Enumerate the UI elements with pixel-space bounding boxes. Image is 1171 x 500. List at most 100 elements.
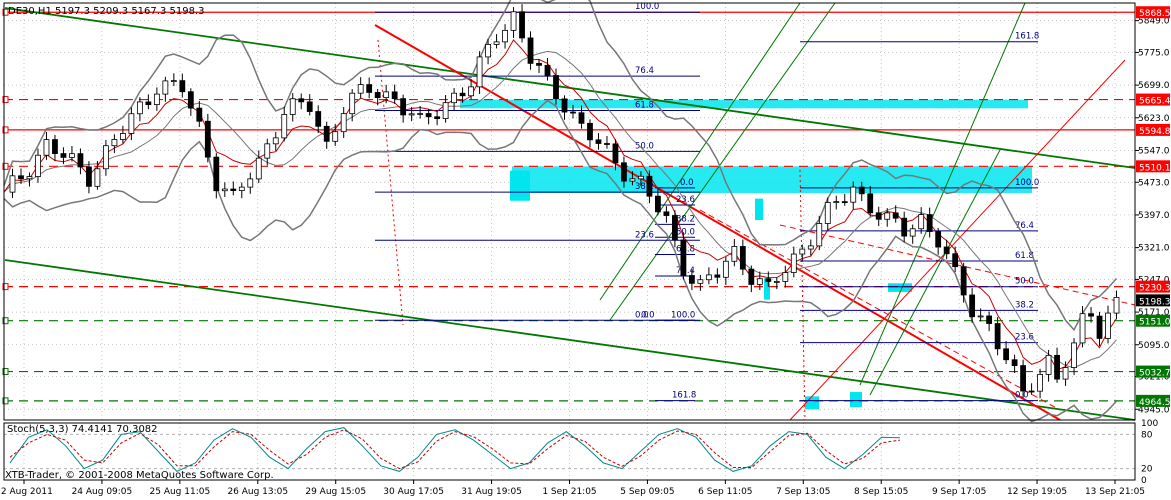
stoch-main-line bbox=[9, 427, 901, 473]
stoch-tick-label: 20 bbox=[1141, 465, 1153, 475]
green-fan-line bbox=[869, 149, 1001, 396]
candle-body bbox=[841, 201, 848, 204]
candle-body bbox=[595, 139, 602, 144]
fib-label: 100.0 bbox=[635, 2, 659, 12]
copyright-text: XTB-Trader, © 2001-2008 MetaQuotes Softw… bbox=[5, 470, 274, 481]
candle-body bbox=[502, 29, 508, 43]
candle-body bbox=[196, 107, 203, 122]
candle-body bbox=[527, 37, 534, 64]
candle-body bbox=[136, 101, 143, 115]
candle-body bbox=[918, 214, 925, 230]
candle-body bbox=[739, 246, 746, 270]
x-tick-label: 6 Sep 11:05 bbox=[698, 487, 752, 497]
candle-body bbox=[485, 44, 491, 58]
candle-body bbox=[986, 315, 993, 324]
candle-body bbox=[943, 246, 950, 255]
price-label-bg bbox=[1136, 314, 1170, 327]
price-level-label: 5032.7 bbox=[1139, 369, 1171, 379]
level-marker bbox=[2, 8, 9, 16]
stochastic-panel bbox=[4, 427, 1135, 473]
candle-body bbox=[544, 64, 551, 76]
candle-body bbox=[1079, 313, 1086, 344]
candle-body bbox=[782, 272, 789, 282]
candle-body bbox=[179, 80, 186, 93]
candle-body bbox=[807, 245, 814, 250]
candle-body bbox=[731, 246, 738, 262]
candle-body bbox=[901, 217, 908, 237]
y-tick-label: 5849.0 bbox=[1138, 17, 1170, 27]
x-tick-label: 24 Aug 09:05 bbox=[72, 487, 133, 497]
price-label-bg bbox=[1136, 123, 1170, 136]
green-fan-line bbox=[859, 2, 1026, 386]
green-fan-line bbox=[609, 2, 836, 321]
price-label-bg bbox=[1136, 394, 1170, 407]
fib-label: 0.0 bbox=[1015, 391, 1029, 401]
level-marker bbox=[2, 368, 9, 376]
candle-body bbox=[434, 116, 441, 119]
candle-body bbox=[281, 114, 288, 139]
candle-body bbox=[374, 92, 381, 98]
candle-body bbox=[519, 11, 525, 39]
candle-body bbox=[1037, 373, 1043, 392]
candle-body bbox=[773, 281, 780, 283]
vertical-dotted-line bbox=[799, 169, 806, 421]
highlight-zone bbox=[888, 283, 912, 292]
level-marker bbox=[2, 126, 9, 134]
level-marker bbox=[2, 96, 9, 104]
candle-body bbox=[688, 275, 695, 284]
x-tick-label: 31 Aug 19:05 bbox=[461, 487, 522, 497]
candle-body bbox=[994, 323, 1001, 350]
fib-label: 161.8 bbox=[1015, 32, 1039, 42]
bollinger-lower bbox=[3, 99, 1118, 423]
x-tick-label: 7 Sep 13:05 bbox=[776, 487, 830, 497]
candle-body bbox=[561, 98, 568, 113]
candle-body bbox=[349, 92, 356, 115]
candle-body bbox=[756, 278, 763, 285]
fib-label: 61.8 bbox=[635, 100, 654, 110]
x-tick-label: 13 Sep 21:05 bbox=[1085, 487, 1145, 497]
candle-body bbox=[765, 278, 772, 282]
price-candles bbox=[9, 4, 1120, 399]
candle-body bbox=[604, 143, 610, 145]
stoch-tick-label: 100 bbox=[1141, 419, 1158, 429]
x-tick-label: 30 Aug 17:05 bbox=[383, 487, 444, 497]
candle-body bbox=[799, 248, 806, 255]
bollinger-bands bbox=[3, 0, 1118, 423]
candle-body bbox=[1045, 354, 1052, 375]
candle-body bbox=[111, 139, 118, 147]
fibonacci-levels: 100.076.461.850.038.223.60.00.023.638.25… bbox=[375, 2, 1039, 402]
candle-body bbox=[646, 175, 653, 197]
candle-body bbox=[442, 102, 449, 119]
candle-body bbox=[909, 228, 916, 237]
candle-body bbox=[272, 137, 279, 145]
candle-body bbox=[383, 91, 390, 98]
candle-body bbox=[315, 111, 322, 127]
fib-label: 0.0 bbox=[635, 310, 649, 320]
candle-body bbox=[247, 178, 254, 188]
candle-body bbox=[9, 175, 16, 193]
price-level-label: 5665.4 bbox=[1139, 97, 1171, 107]
candle-body bbox=[103, 145, 109, 170]
stoch-tick-label: 0 bbox=[1141, 476, 1147, 486]
price-level-label: 5510.1 bbox=[1139, 163, 1171, 173]
fib-label: 50.0 bbox=[1015, 277, 1034, 287]
highlight-zone bbox=[460, 99, 1028, 109]
highlight-zone bbox=[755, 198, 763, 221]
red-fan-line bbox=[789, 59, 1126, 421]
highlight-zone bbox=[510, 170, 530, 201]
x-tick-label: 22 Aug 2011 bbox=[0, 487, 53, 497]
x-tick-label: 26 Aug 13:05 bbox=[227, 487, 288, 497]
candle-body bbox=[306, 101, 313, 112]
stoch-signal-line bbox=[9, 429, 901, 470]
candle-body bbox=[204, 120, 211, 158]
candle-body bbox=[298, 98, 305, 103]
price-level-label: 4964.5 bbox=[1139, 398, 1171, 408]
candle-body bbox=[323, 125, 330, 142]
candle-body bbox=[612, 143, 619, 164]
y-tick-label: 5171.0 bbox=[1138, 308, 1170, 318]
candle-body bbox=[391, 91, 398, 100]
candle-body bbox=[1020, 365, 1026, 392]
x-tick-label: 9 Sep 17:05 bbox=[932, 487, 986, 497]
candle-body bbox=[1105, 312, 1111, 339]
